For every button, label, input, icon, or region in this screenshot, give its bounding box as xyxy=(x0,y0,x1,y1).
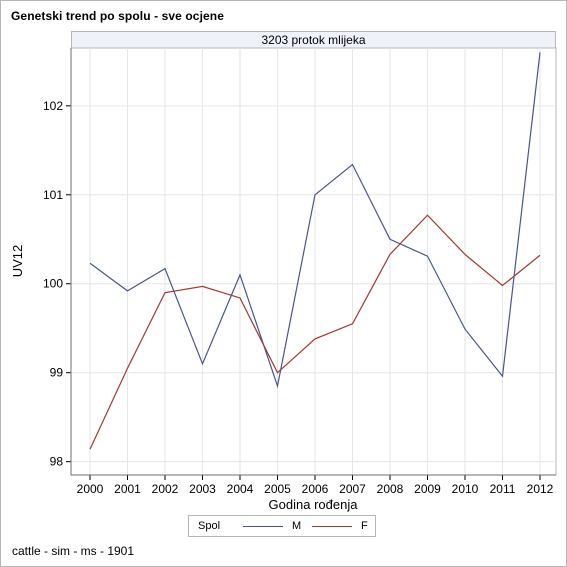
x-tick-label: 2003 xyxy=(189,482,216,496)
footnote: cattle - sim - ms - 1901 xyxy=(12,544,135,558)
x-tick-label: 2009 xyxy=(414,482,441,496)
y-tick-label: 98 xyxy=(50,455,64,469)
legend-swatch-f xyxy=(312,526,352,527)
series-lines xyxy=(89,52,541,450)
legend-label-m: M xyxy=(292,520,302,532)
x-tick-label: 2005 xyxy=(264,482,291,496)
x-tick-label: 2006 xyxy=(302,482,329,496)
legend-title: Spol xyxy=(198,520,221,532)
x-axis-label: Godina rođenja xyxy=(269,497,359,512)
x-tick-label: 2000 xyxy=(77,482,104,496)
series-line-f xyxy=(89,214,541,450)
axes: 2000 2001 2002 2003 2004 2005 2006 2007 2008 2009… xyxy=(43,48,556,496)
legend-swatch-m xyxy=(243,526,283,527)
x-tick-label: 2012 xyxy=(527,482,554,496)
y-tick-label: 99 xyxy=(50,366,64,380)
legend-label-f: F xyxy=(361,520,368,532)
x-tick-label: 2010 xyxy=(452,482,479,496)
y-axis-label: UV12 xyxy=(10,245,25,278)
legend: Spol M F xyxy=(188,515,376,537)
plot-area xyxy=(70,47,557,476)
grid-lines xyxy=(71,48,556,475)
x-tick-label: 2002 xyxy=(152,482,179,496)
x-tick-label: 2004 xyxy=(227,482,254,496)
chart-title: Genetski trend po spolu - sve ocjene xyxy=(11,9,224,23)
series-line-m xyxy=(89,52,541,389)
x-tick-label: 2011 xyxy=(490,482,516,496)
y-tick-label: 102 xyxy=(43,99,63,113)
x-tick-label: 2001 xyxy=(114,482,141,496)
y-tick-label: 101 xyxy=(43,188,63,202)
x-tick-label: 2007 xyxy=(339,482,366,496)
y-tick-label: 100 xyxy=(43,277,63,291)
x-tick-label: 2008 xyxy=(377,482,404,496)
